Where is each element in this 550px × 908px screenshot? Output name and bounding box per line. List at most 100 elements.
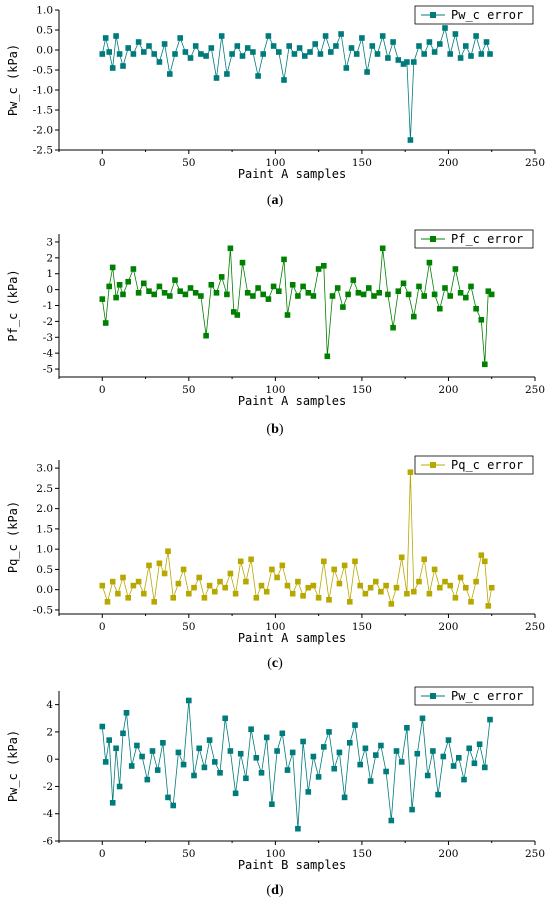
chart-d-y-tick-label: -6: [43, 836, 54, 848]
chart-b-data-point: [208, 282, 215, 288]
chart-a-data-point: [177, 35, 183, 41]
chart-a-data-point: [390, 39, 396, 45]
chart-c-data-point: [120, 574, 126, 581]
chart-d-data-point: [300, 738, 306, 745]
chart-c-data-point: [269, 566, 275, 573]
chart-d-data-point: [180, 761, 187, 768]
chart-a-data-point: [198, 51, 204, 57]
chart-d-data-point: [409, 806, 415, 813]
chart-b-data-point: [244, 290, 251, 296]
chart-b-data-point: [182, 291, 189, 298]
chart-a-data-point: [187, 55, 194, 61]
chart-b-data-point: [350, 277, 357, 283]
chart-c-data-point: [357, 582, 363, 589]
chart-d-data-point: [435, 791, 441, 798]
chart-b-data-point: [99, 296, 106, 302]
chart-a-data-point: [452, 31, 459, 37]
chart-c-data-point: [388, 601, 395, 607]
chart-c-plot: 0 50 100 150 200 250 -0.5 0.0 0.5 1.0 1.5 2.0 2.5 3.0…: [6, 455, 545, 645]
chart-a-data-point: [281, 77, 287, 83]
chart-d-data-point: [106, 737, 112, 743]
chart-b-data-point: [437, 305, 443, 312]
chart-b-data-point: [218, 274, 225, 280]
chart-a-data-point: [307, 49, 313, 55]
chart-a-data-point: [442, 25, 448, 31]
chart-a-data-point: [141, 49, 147, 55]
chart-c-data-point: [336, 580, 343, 587]
chart-b-y-tick-label: -4: [43, 348, 54, 360]
chart-a-data-point: [218, 33, 225, 39]
chart-d-data-point: [357, 761, 363, 768]
chart-d-data-point: [367, 778, 374, 784]
chart-d-y-tick-label: -4: [43, 808, 54, 820]
caption-c-pre: (: [267, 656, 272, 671]
chart-c-data-point: [196, 574, 202, 581]
chart-d-x-tick-label: 100: [265, 848, 285, 860]
chart-b-data-point: [227, 245, 234, 252]
chart-a-data-point: [265, 33, 272, 39]
chart-d-data-point: [404, 725, 410, 731]
chart-c-data-point: [431, 566, 438, 573]
chart-d-data-point: [253, 755, 260, 761]
chart-b-data-point: [405, 291, 412, 298]
chart-b-data-point: [340, 304, 346, 310]
chart-c-y-tick-label: 3.0: [36, 463, 53, 475]
chart-c-data-point: [274, 574, 280, 581]
chart-d-x-tick-label: 150: [352, 848, 372, 860]
chart-a-x-axis-title: Paint A samples: [238, 167, 346, 181]
chart-d-data-point: [102, 759, 109, 765]
chart-d-data-point: [165, 794, 171, 801]
chart-d-data-point: [201, 764, 208, 771]
chart-b-data-point: [284, 312, 291, 318]
chart-b-data-point: [265, 296, 272, 302]
chart-b-data-point: [289, 282, 296, 288]
caption-c-letter: c: [271, 656, 279, 671]
chart-b-data-point: [485, 288, 492, 294]
chart-d-data-point: [99, 723, 106, 730]
chart-b-x-tick-label: 150: [352, 384, 372, 396]
chart-c-data-point: [488, 584, 495, 591]
chart-d-legend-marker: [430, 693, 436, 699]
chart-b-data-point: [192, 290, 199, 296]
chart-d-data-point: [456, 755, 462, 761]
caption-a-post: ): [278, 193, 284, 208]
chart-d-data-point: [321, 744, 327, 750]
chart-c-data-point: [407, 469, 414, 475]
chart-a-data-point: [213, 75, 220, 81]
caption-d-post: ): [278, 883, 284, 898]
chart-c-data-point: [170, 595, 176, 601]
caption-b-post: ): [278, 422, 284, 437]
chart-d-data-point: [414, 750, 421, 757]
chart-a-y-axis-title: Pw_c (kPa): [6, 44, 20, 116]
chart-d-data-point: [336, 749, 343, 756]
chart-d-y-tick-label: -2: [43, 781, 53, 793]
chart-b-x-tick-label: 100: [265, 384, 285, 396]
chart-c-x-tick-label: 150: [352, 621, 372, 633]
chart-a-data-point: [407, 137, 414, 143]
chart-c-data-point: [125, 595, 131, 601]
chart-b-data-point: [146, 288, 152, 294]
chart-b-y-tick-label: 0: [46, 284, 53, 296]
chart-b-data-point: [109, 264, 116, 271]
chart-a-data-point: [416, 43, 422, 49]
chart-d-data-point: [378, 742, 384, 749]
chart-a-data-point: [468, 53, 474, 59]
chart-d-x-tick-label: 0: [99, 848, 106, 860]
chart-b-data-point: [239, 259, 246, 266]
chart-panel-c: 0 50 100 150 200 250 -0.5 0.0 0.5 1.0 1.5 2.0 2.5 3.0…: [0, 448, 550, 680]
chart-a-data-point: [487, 51, 493, 57]
chart-c-data-point: [326, 597, 332, 603]
chart-b-legend-marker: [430, 236, 436, 242]
chart-d-data-point: [424, 772, 431, 779]
chart-a-y-tick-label: -2.0: [33, 125, 53, 137]
chart-a-data-point: [151, 51, 157, 57]
chart-c-y-tick-label: 2.5: [36, 483, 53, 495]
chart-b-legend-box: [414, 229, 534, 249]
chart-b-data-point: [198, 293, 204, 299]
chart-b-data-point: [141, 280, 147, 287]
chart-c-data-point: [437, 584, 443, 591]
chart-a-data-point: [364, 69, 370, 75]
chart-c-data-point: [263, 588, 270, 595]
chart-d-data-point: [248, 726, 254, 732]
chart-d-x-tick-label: 200: [438, 848, 458, 860]
